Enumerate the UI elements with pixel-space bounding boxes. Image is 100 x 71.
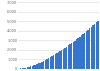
Bar — [41, 62, 43, 69]
Bar — [64, 48, 66, 69]
Bar — [28, 67, 30, 69]
Bar — [36, 64, 38, 69]
Bar — [30, 66, 31, 69]
Bar — [46, 59, 48, 69]
Bar — [71, 43, 72, 69]
Bar — [32, 66, 33, 69]
Bar — [59, 51, 61, 69]
Bar — [89, 28, 90, 69]
Bar — [45, 60, 46, 69]
Bar — [76, 39, 77, 69]
Bar — [50, 57, 51, 69]
Bar — [38, 63, 40, 69]
Bar — [48, 58, 49, 69]
Bar — [53, 55, 54, 69]
Bar — [61, 50, 62, 69]
Bar — [63, 49, 64, 69]
Bar — [96, 22, 97, 69]
Bar — [25, 68, 26, 69]
Bar — [92, 25, 94, 69]
Bar — [27, 67, 28, 69]
Bar — [91, 27, 92, 69]
Bar — [97, 21, 98, 69]
Bar — [73, 42, 74, 69]
Bar — [22, 68, 23, 69]
Bar — [35, 65, 36, 69]
Bar — [58, 52, 59, 69]
Bar — [40, 63, 41, 69]
Bar — [87, 30, 89, 69]
Bar — [74, 41, 76, 69]
Bar — [55, 54, 56, 69]
Bar — [68, 45, 69, 69]
Bar — [84, 33, 85, 69]
Bar — [94, 24, 95, 69]
Bar — [82, 34, 84, 69]
Bar — [56, 53, 58, 69]
Bar — [78, 38, 79, 69]
Bar — [66, 47, 67, 69]
Bar — [79, 37, 81, 69]
Bar — [86, 31, 87, 69]
Bar — [43, 61, 44, 69]
Bar — [33, 65, 35, 69]
Bar — [69, 44, 71, 69]
Bar — [51, 56, 53, 69]
Bar — [81, 35, 82, 69]
Bar — [20, 68, 22, 69]
Bar — [23, 68, 25, 69]
